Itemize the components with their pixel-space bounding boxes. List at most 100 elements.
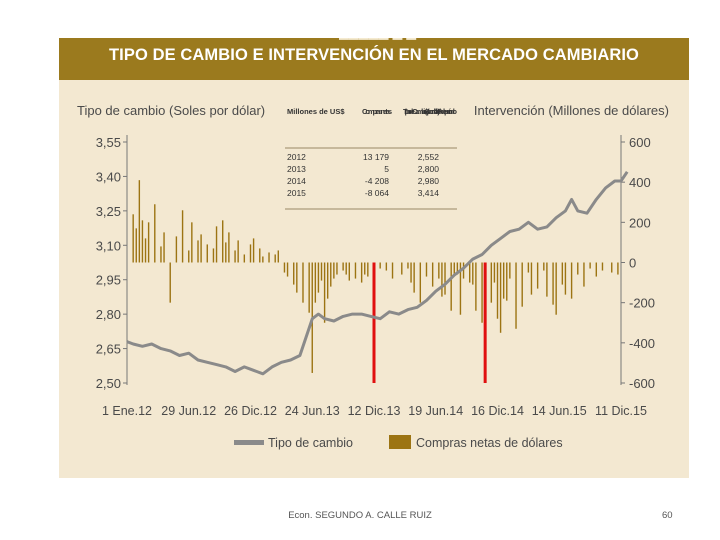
purchase-bar [249,244,252,263]
purchase-bar [502,262,505,299]
left-tick-label: 2,95 [96,273,121,288]
exchange-rate-line [126,170,629,376]
purchase-bar [132,214,134,263]
x-tick-label: 19 Jun.14 [408,404,463,418]
purchase-bar [515,262,517,329]
right-axis-label: Intervención (Millones de dólares) [474,103,669,118]
legend-bar-label: Compras netas de dólares [416,436,563,450]
x-tick-label: 12 Dic.13 [348,404,401,418]
purchase-bar [570,262,573,299]
purchase-bar [595,262,597,277]
purchase-bar [401,262,403,275]
left-tick-label: 3,25 [96,204,121,219]
title-bar: ▀▀▀▀▀ ▀ ▀ TIPO DE CAMBIO E INTERVENCIÓN … [59,38,689,80]
purchase-bar [243,254,246,263]
purchase-bar [308,262,310,313]
purchase-bar [360,262,363,283]
purchase-bar [617,262,619,275]
purchase-bar [521,262,523,307]
right-tick-label: -600 [629,376,655,391]
right-tick-label: 400 [629,175,651,190]
purchase-bar [499,262,502,333]
purchase-bar [147,222,150,263]
purchase-bar [496,262,499,319]
x-tick-label: 24 Jun.13 [285,404,340,418]
purchase-bar [326,262,329,299]
inset-table: Millones de US$ Compras netas Tipo de Camb… [281,102,459,214]
purchase-bar [583,262,585,287]
purchase-bar [543,262,545,271]
x-tick-label: 14 Jun.15 [532,404,587,418]
purchase-bar [425,262,428,277]
purchase-bar [206,244,208,263]
table-cell-purchases: -4 208 [365,176,389,186]
right-tick-label: 600 [629,135,651,150]
purchase-bar [286,262,289,277]
purchase-bar [546,262,548,297]
purchase-bar [154,204,156,263]
highlight-bar [483,262,487,383]
highlight-bar [372,262,376,383]
purchase-bar [469,262,471,283]
purchase-bar [181,210,184,263]
purchase-bar [506,262,508,301]
table-cell-purchases: -8 064 [365,188,389,198]
purchase-bar [191,222,193,263]
legend-line-swatch [234,440,264,445]
purchase-bar [212,248,215,263]
purchase-bar [611,262,613,273]
table-cell-rate: 2,980 [418,176,440,186]
table-cell-rate: 2,800 [418,164,440,174]
purchase-bar [323,262,326,323]
purchase-bar [336,262,338,275]
purchase-bar [413,262,415,293]
purchase-bar [577,262,579,275]
left-tick-label: 2,80 [96,307,121,322]
purchase-bar [407,262,409,269]
purchase-bar [163,232,165,263]
cropped-heading-fragment: ▀▀▀▀▀ ▀ ▀ [339,38,459,44]
page-number: 60 [662,510,673,521]
purchase-bar [555,262,557,315]
purchase-bar [141,220,144,263]
purchase-bar [268,252,270,263]
table-cell-year: 2014 [287,176,306,186]
purchase-bar [175,236,178,263]
purchase-bar [296,262,298,293]
table-header-rate: Tipo de Cambio (S/ por dólar) Fin de per… [403,107,457,116]
table-cell-rate: 2,552 [418,152,440,162]
purchase-bar [259,248,261,263]
x-tick-label: 1 Ene.12 [102,404,152,418]
purchase-bar [410,262,412,283]
purchase-bar [283,262,286,273]
purchase-bar [536,262,539,289]
purchase-bar [345,262,347,275]
purchase-bar [317,262,320,293]
purchase-bar [530,262,533,295]
table-cell-year: 2015 [287,188,306,198]
purchase-bar [262,256,264,263]
table-cell-year: 2013 [287,164,306,174]
purchase-bar [367,262,369,277]
right-tick-label: 200 [629,215,651,230]
purchase-bar [144,238,147,263]
purchase-bar [438,262,440,279]
purchase-bar [293,262,295,285]
purchase-bar [561,262,564,285]
purchase-bar [348,262,350,281]
purchase-bar [342,262,344,271]
left-tick-label: 2,50 [96,376,121,391]
purchase-bar [274,254,276,263]
purchase-bar [302,262,304,303]
table-cell-purchases: 13 179 [363,152,389,162]
purchase-bar [456,262,459,275]
purchase-bar [564,262,567,295]
purchase-bar [385,262,388,271]
purchase-bar [601,262,604,271]
purchase-bar [169,262,171,303]
purchase-bar [314,262,317,303]
purchase-bar [215,226,218,263]
right-tick-label: 0 [629,256,636,271]
left-axis-label: Tipo de cambio (Soles por dólar) [77,103,265,118]
purchase-bar [135,228,137,263]
